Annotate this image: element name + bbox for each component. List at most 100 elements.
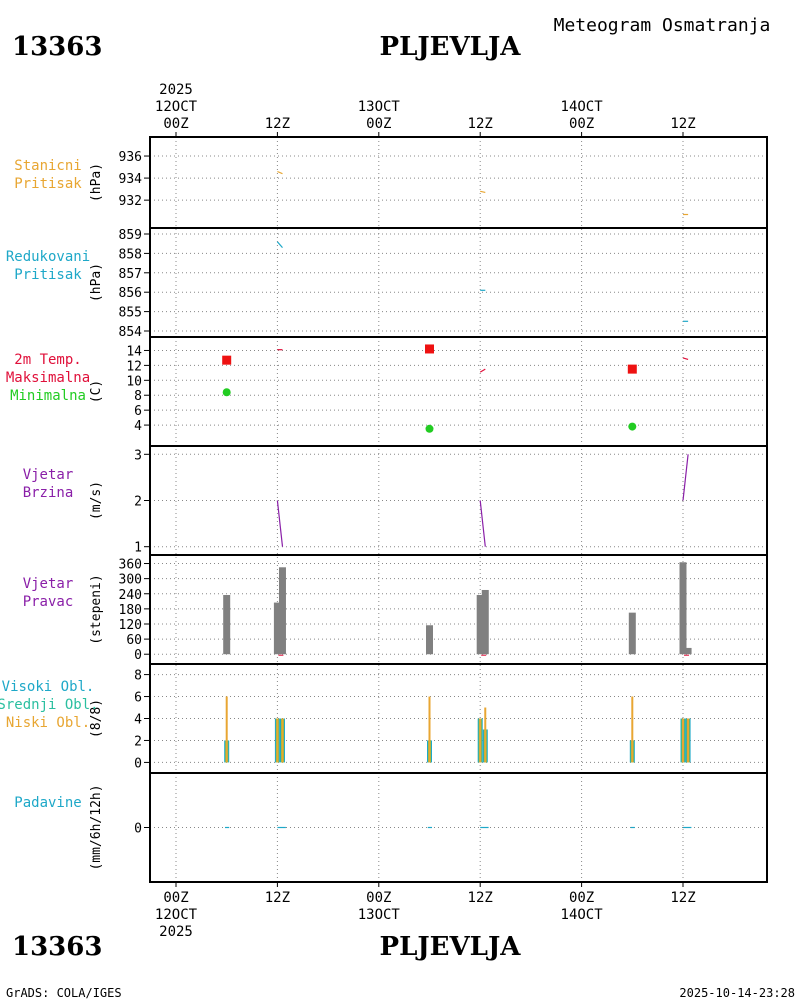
x-tick-label-top: 12Z [468, 116, 493, 132]
min-temp-point [426, 425, 434, 433]
panel-label: Pritisak [14, 267, 82, 283]
unit-label: (C) [89, 380, 104, 403]
wind-dir-bar [685, 648, 692, 654]
y-tick-label: 1 [134, 541, 142, 556]
max-temp-point [425, 344, 434, 353]
series-segment [277, 172, 282, 174]
x-tick-label-top: 12Z [265, 116, 290, 132]
series-segment [683, 358, 688, 360]
wind-dir-bar [426, 625, 433, 654]
x-tick-label-top: 00Z [569, 116, 594, 132]
y-tick-label: 932 [119, 194, 142, 209]
y-tick-label: 120 [119, 618, 142, 633]
panel-data [224, 697, 690, 763]
x-tick-label-top: 00Z [163, 116, 188, 132]
panel-data [223, 562, 691, 655]
y-tick-label: 0 [134, 648, 142, 663]
y-tick-label: 6 [134, 691, 142, 706]
x-tick-label-bottom: 00Z [569, 890, 594, 906]
y-tick-label: 854 [119, 325, 143, 340]
y-tick-label: 0 [134, 822, 142, 837]
chart-title: Meteogram Osmatranja [554, 15, 771, 36]
panel-label: Pritisak [14, 176, 82, 192]
series-segment [480, 501, 485, 547]
x-tick-label-bottom: 14OCT [561, 907, 604, 923]
min-temp-point [628, 423, 636, 431]
footer-timestamp: 2025-10-14-23:28 [679, 986, 795, 1000]
y-tick-label: 857 [119, 267, 142, 282]
y-tick-label: 858 [119, 247, 142, 262]
x-tick-label-top: 00Z [366, 116, 391, 132]
y-tick-label: 240 [119, 588, 142, 603]
panel-wind_speed: 1 2 3 (m/s) Vjetar Brzina [23, 446, 767, 556]
y-tick-label: 2 [134, 734, 142, 749]
x-tick-label-bottom: 12Z [265, 890, 290, 906]
x-tick-label-bottom: 12Z [670, 890, 695, 906]
x-tick-label-bottom: 12OCT [155, 907, 198, 923]
y-tick-label: 300 [119, 573, 142, 588]
x-tick-label-top: 13OCT [358, 99, 401, 115]
y-tick-label: 859 [119, 228, 142, 243]
x-tick-label-top: 12Z [670, 116, 695, 132]
unit-label: (stepeni) [89, 574, 104, 644]
y-tick-label: 3 [134, 448, 142, 463]
y-tick-label: 2 [134, 495, 142, 510]
panel-label: Srednji Obl. [0, 697, 99, 713]
y-tick-label: 8 [134, 389, 142, 404]
y-tick-label: 934 [119, 172, 143, 187]
panel-clouds: 0 2 4 6 8 (8/8) Visoki Obl. Srednji Obl. Niski O… [0, 664, 767, 771]
wind-dir-bar [680, 562, 687, 654]
panel-label: Vjetar [23, 576, 74, 592]
x-tick-label-bottom: 00Z [366, 890, 391, 906]
series-segment [277, 501, 282, 547]
unit-label: (hPa) [89, 263, 104, 302]
wind-dir-bar [223, 595, 230, 654]
x-tick-label-bottom: 13OCT [358, 907, 401, 923]
y-tick-label: 8 [134, 669, 142, 684]
panel-label: Minimalna [10, 388, 86, 404]
panel-pressure: 932 934 936 (hPa) Stanicni Pritisak [14, 150, 767, 214]
x-tick-label-bottom: 2025 [159, 924, 193, 940]
wind-dir-bar [279, 567, 286, 654]
station-name-top: PLJEVLJA [380, 32, 522, 62]
y-tick-label: 180 [119, 603, 142, 618]
y-tick-label: 360 [119, 558, 142, 573]
panel-reduced_pressure: 854 855 856 857 858 859 (hPa)Redukovani Pritisa… [6, 228, 767, 340]
series-segment [277, 242, 282, 248]
y-tick-label: 4 [134, 713, 142, 728]
panel-label: Maksimalna [6, 370, 90, 386]
y-tick-label: 936 [119, 150, 142, 165]
min-temp-point [223, 388, 231, 396]
panel-data [222, 344, 688, 432]
wind-dir-bar [629, 613, 636, 655]
panel-label: Redukovani [6, 249, 90, 265]
y-tick-label: 6 [134, 404, 142, 419]
unit-label: (m/s) [89, 481, 104, 520]
panel-label: Padavine [14, 795, 81, 811]
station-id-bottom: 13363 [12, 932, 102, 962]
x-tick-label-bottom: 12Z [468, 890, 493, 906]
panel-precipitation: 0 (mm/6h/12h) Padavine [14, 773, 767, 871]
x-tick-label-top: 12OCT [155, 99, 198, 115]
series-segment [683, 454, 688, 500]
y-tick-label: 10 [126, 374, 142, 389]
y-tick-label: 856 [119, 286, 142, 301]
max-temp-point [628, 365, 637, 374]
y-tick-label: 60 [126, 633, 142, 648]
unit-label: (hPa) [89, 163, 104, 202]
footer-credit: GrADS: COLA/IGES [6, 986, 122, 1000]
panel-label: Niski Obl. [6, 715, 90, 731]
x-tick-label-top: 14OCT [561, 99, 604, 115]
wind-dir-bar [482, 590, 489, 654]
x-tick-label-top: 2025 [159, 82, 193, 98]
panel-label: 2m Temp. [14, 352, 81, 368]
y-tick-label: 0 [134, 756, 142, 771]
meteogram-chart: 13363 PLJEVLJA Meteogram Osmatranja 1 3 36… [0, 0, 800, 1000]
panel-label: Vjetar [23, 467, 74, 483]
plot-area: 932934936(hPa)StanicniPritisak8548558568… [0, 82, 767, 940]
y-tick-label: 14 [126, 344, 142, 359]
unit-label: (mm/6h/12h) [89, 784, 104, 870]
station-name-bottom: PLJEVLJA [380, 932, 522, 962]
